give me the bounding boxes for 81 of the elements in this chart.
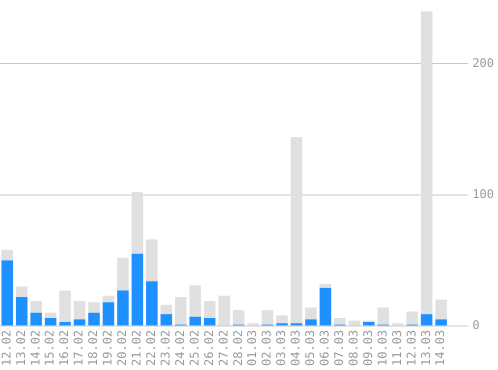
x-tick-label: 13.03 [418, 330, 433, 366]
bar [102, 302, 114, 326]
bar [290, 137, 302, 324]
bar [160, 314, 172, 326]
bar [232, 310, 244, 325]
x-tick-label: 17.02 [72, 330, 86, 366]
bar [204, 318, 216, 326]
x-tick-label: 01.03 [245, 330, 260, 366]
x-tick-label: 14.03 [433, 330, 448, 366]
y-tick-label: 200 [472, 56, 494, 70]
bar [320, 288, 332, 326]
x-tick-label: 19.02 [100, 330, 115, 366]
x-tick-label: 05.03 [303, 330, 318, 366]
bar [305, 308, 317, 320]
bar [146, 239, 158, 282]
bar [146, 281, 158, 326]
bar [348, 320, 360, 326]
x-tick-label: 20.02 [115, 330, 130, 366]
x-tick-label: 11.03 [390, 330, 404, 366]
bar [117, 290, 129, 326]
bar [74, 300, 86, 320]
bar [218, 296, 230, 326]
bar [102, 296, 114, 302]
bar [204, 300, 216, 318]
bar [88, 302, 100, 313]
bar [44, 318, 56, 326]
x-tick-label: 27.02 [216, 330, 230, 366]
bar [88, 312, 100, 326]
x-tick-label: 26.02 [202, 330, 216, 366]
bar [363, 322, 375, 326]
x-tick-label: 09.03 [360, 330, 375, 366]
x-tick-label: 03.03 [274, 330, 288, 366]
bar [305, 319, 317, 326]
bar [262, 310, 274, 325]
bar [420, 11, 432, 314]
bar [320, 284, 332, 288]
x-tick-label: 21.02 [130, 330, 144, 366]
bar [16, 286, 28, 298]
x-tick-label: 23.02 [158, 330, 172, 366]
bar [16, 297, 28, 326]
x-tick-label: 12.03 [404, 330, 418, 366]
bar [334, 318, 346, 325]
x-tick-label: 24.02 [172, 330, 187, 366]
x-tick-label: 04.03 [288, 330, 303, 366]
bar [189, 316, 202, 326]
x-tick-label: 08.03 [346, 330, 360, 366]
bar [406, 311, 418, 325]
bar [30, 300, 42, 313]
bar [174, 297, 187, 325]
x-tick-label: 28.02 [230, 330, 245, 366]
bar [377, 308, 390, 325]
bar [1, 250, 14, 260]
x-tick-label: 07.03 [332, 330, 346, 366]
y-tick-label: 0 [472, 318, 480, 332]
x-tick-label: 06.03 [318, 330, 332, 366]
bar [44, 312, 56, 318]
bar [435, 319, 447, 326]
bar [189, 285, 202, 317]
bar [59, 322, 71, 326]
x-tick-label: 14.02 [28, 330, 42, 366]
x-tick-label: 15.02 [42, 330, 57, 366]
bar [160, 304, 172, 314]
bar [132, 192, 144, 254]
bar [59, 290, 71, 322]
x-tick-label: 13.02 [14, 330, 28, 366]
x-tick-label: 22.02 [144, 330, 158, 366]
x-tick-label: 12.02 [0, 330, 14, 366]
x-tick-label: 25.02 [187, 330, 202, 366]
x-tick-label: 02.03 [260, 330, 274, 366]
x-tick-label: 10.03 [375, 330, 390, 366]
bar [30, 312, 42, 326]
x-tick-label: 18.02 [86, 330, 100, 366]
bar [1, 260, 14, 326]
bar [132, 254, 144, 326]
bar [276, 315, 288, 324]
bar [420, 314, 432, 326]
x-tick-label: 16.02 [57, 330, 72, 366]
bar [74, 319, 86, 326]
bar [435, 300, 447, 320]
bar [117, 258, 129, 290]
y-tick-label: 100 [472, 186, 494, 201]
